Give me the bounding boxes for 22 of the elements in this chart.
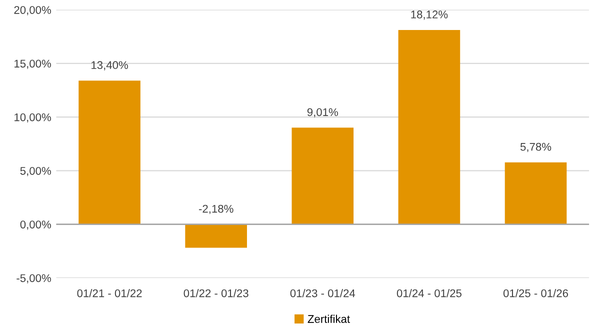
y-tick-label: 15,00% — [14, 60, 51, 69]
data-label: -2,18% — [198, 204, 234, 214]
x-tick-label: 01/25 - 01/26 — [503, 289, 568, 298]
y-tick-label: -5,00% — [16, 274, 51, 284]
data-label: 18,12% — [411, 10, 448, 20]
x-tick-label: 01/23 - 01/24 — [290, 289, 356, 298]
bar — [185, 224, 247, 248]
y-tick-label: 20,00% — [14, 6, 51, 16]
x-tick-label: 01/24 - 01/25 — [396, 289, 462, 298]
y-tick-label: 10,00% — [14, 113, 51, 123]
x-tick-label: 01/22 - 01/23 — [184, 289, 248, 298]
bar — [292, 128, 354, 224]
bar — [504, 162, 567, 224]
data-label: 5,78% — [520, 142, 552, 152]
x-tick-label: 01/21 - 01/22 — [77, 289, 142, 298]
y-tick-label: 0,00% — [20, 220, 51, 230]
y-tick-label: 5,00% — [20, 166, 51, 176]
data-label: 13,40% — [92, 61, 128, 70]
legend-label: Zertifikat — [308, 314, 350, 323]
bar — [398, 30, 460, 224]
data-label: 9,01% — [307, 108, 338, 118]
bar — [78, 80, 140, 224]
